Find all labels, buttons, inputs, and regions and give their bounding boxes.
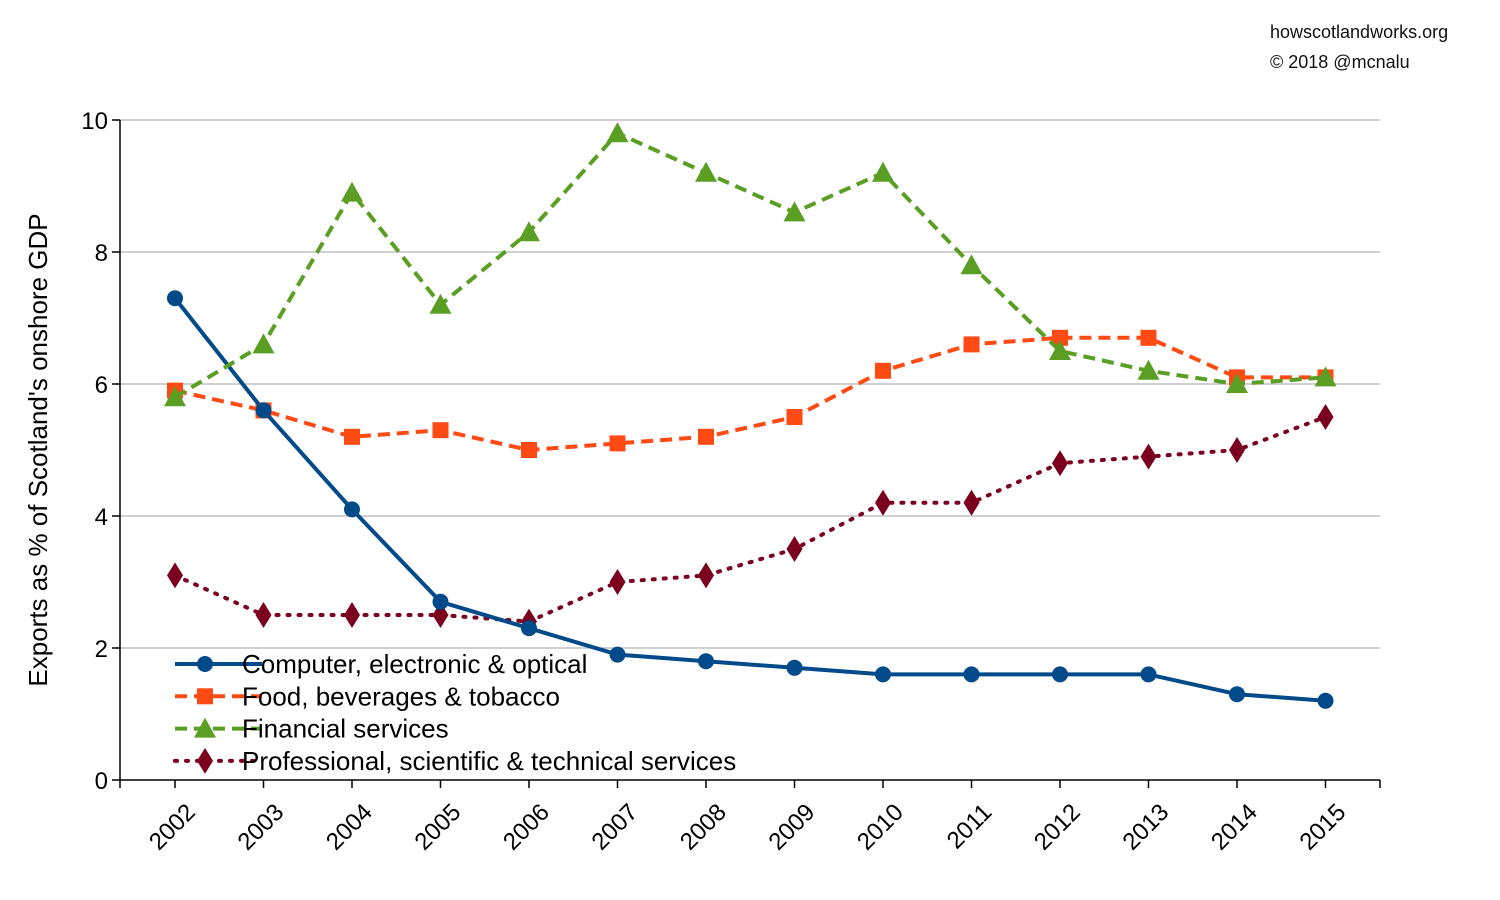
data-point: [609, 646, 626, 663]
data-point: [963, 336, 980, 353]
legend-label: Computer, electronic & optical: [242, 649, 587, 679]
data-point: [1052, 450, 1068, 477]
data-point: [1229, 686, 1245, 703]
x-tick-label: 2011: [942, 799, 998, 855]
data-point: [786, 536, 803, 562]
legend-marker: [197, 688, 213, 705]
data-point: [1140, 443, 1157, 470]
data-point: [518, 221, 540, 242]
data-point: [1052, 329, 1068, 346]
series-0: [167, 290, 1334, 709]
x-tick-label: 2014: [1206, 799, 1263, 856]
legend-marker: [194, 717, 216, 738]
data-point: [432, 422, 449, 439]
data-point: [963, 666, 980, 683]
data-point: [255, 402, 272, 419]
data-point: [1049, 340, 1071, 360]
x-tick-label: 2010: [852, 799, 909, 856]
data-point: [698, 428, 714, 445]
series-3: [167, 404, 1334, 635]
x-tick-label: 2013: [1117, 799, 1174, 856]
legend-item: Professional, scientific & technical ser…: [173, 746, 736, 776]
data-point: [786, 409, 803, 425]
data-point: [609, 435, 626, 452]
x-tick-label: 2012: [1029, 799, 1086, 856]
x-tick-label: 2003: [232, 799, 289, 856]
credit-site: howscotlandworks.org: [1270, 22, 1449, 42]
legend-label: Financial services: [242, 714, 449, 744]
y-tick-label: 8: [95, 240, 108, 267]
series-line: [173, 296, 1326, 703]
data-point: [1137, 359, 1160, 380]
data-point: [960, 254, 983, 275]
y-tick-label: 4: [95, 504, 108, 531]
series-line: [173, 415, 1328, 624]
series-1: [167, 329, 1334, 458]
data-point: [609, 569, 626, 595]
series-line: [174, 335, 1326, 452]
gridlines: [120, 119, 1380, 649]
data-point: [1317, 692, 1334, 709]
legend-item: Financial services: [175, 714, 449, 744]
data-point: [872, 161, 894, 182]
data-point: [432, 593, 449, 610]
y-tick-label: 2: [95, 636, 108, 663]
data-point: [695, 161, 717, 182]
data-point: [344, 602, 360, 628]
data-point: [521, 620, 537, 637]
y-axis-label: Exports as % of Scotland's onshore GDP: [23, 213, 53, 686]
series-2: [164, 122, 1337, 407]
data-point: [1140, 666, 1157, 683]
data-point: [875, 489, 891, 516]
data-point: [344, 501, 360, 518]
credit-copyright: © 2018 @mcnalu: [1270, 52, 1410, 72]
data-point: [783, 201, 806, 222]
data-point: [167, 290, 183, 307]
data-point: [698, 562, 714, 589]
data-point: [255, 602, 272, 628]
data-point: [252, 333, 275, 354]
data-point: [341, 181, 363, 202]
data-point: [521, 442, 537, 458]
data-point: [1226, 373, 1248, 393]
data-point: [606, 122, 629, 143]
data-point: [875, 666, 891, 683]
x-tick-label: 2006: [498, 799, 555, 856]
data-point: [429, 293, 452, 314]
legend-marker: [197, 747, 213, 774]
data-point: [875, 362, 891, 379]
x-tick-label: 2004: [321, 799, 378, 856]
data-point: [963, 489, 980, 516]
data-point: [344, 428, 360, 445]
data-point: [167, 562, 183, 589]
data-point: [164, 386, 186, 407]
series-line: [173, 131, 1326, 399]
x-tick-label: 2005: [409, 799, 466, 856]
data-point: [1052, 666, 1068, 683]
data-point: [1314, 366, 1337, 387]
series-group: [164, 122, 1337, 709]
x-tick-label: 2002: [144, 799, 201, 856]
data-point: [1140, 329, 1157, 346]
legend-label: Professional, scientific & technical ser…: [242, 746, 736, 776]
x-tick-label: 2007: [586, 799, 643, 856]
legend-label: Food, beverages & tobacco: [242, 681, 560, 711]
x-tick-label: 2015: [1294, 799, 1351, 856]
legend-item: Food, beverages & tobacco: [175, 681, 560, 711]
y-tick-label: 6: [95, 372, 108, 399]
y-tick-label: 0: [95, 768, 108, 795]
x-tick-label: 2009: [763, 799, 820, 856]
legend-item: Computer, electronic & optical: [175, 649, 587, 679]
x-tick-label: 2008: [675, 799, 732, 856]
data-point: [698, 653, 714, 670]
y-tick-label: 10: [81, 108, 108, 135]
data-point: [786, 659, 803, 676]
data-point: [1317, 404, 1334, 430]
legend-marker: [197, 656, 213, 672]
data-point: [1229, 437, 1245, 463]
